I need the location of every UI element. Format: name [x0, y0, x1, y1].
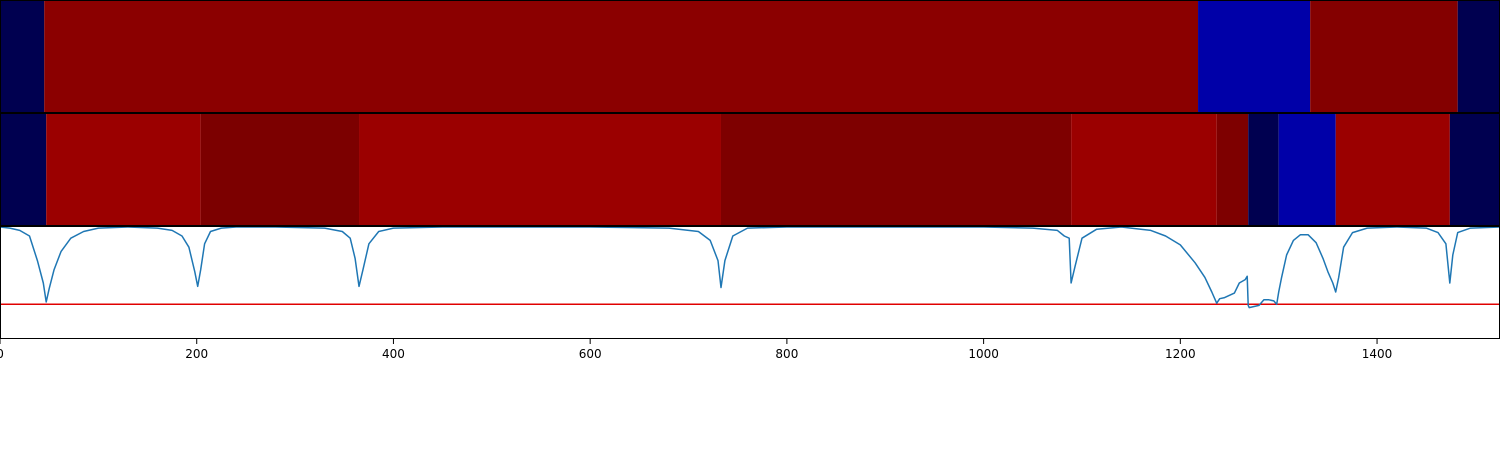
x-axis: 0 200 400 600 800 1000 1200 1400: [0, 339, 1392, 361]
heatmap-top-segment-4: [1457, 1, 1500, 112]
x-tick-label-0: 0: [0, 347, 4, 361]
heatmap-bottom-segment-10: [1449, 114, 1500, 225]
heatmap-bottom-segment-3: [359, 114, 721, 225]
x-tick-label-200: 200: [185, 347, 208, 361]
heatmap-top-segment-1: [44, 1, 1199, 112]
heatmap-bottom-segment-8: [1278, 114, 1336, 225]
heatmap-top: [0, 1, 1500, 112]
heatmap-top-segment-3: [1310, 1, 1458, 112]
line-plot: 0 200 400 600 800 1000 1200 1400: [0, 226, 1500, 361]
signal-line: [0, 226, 1500, 309]
heatmap-bottom-segment-2: [200, 114, 360, 225]
heatmap-bottom-segment-7: [1248, 114, 1279, 225]
heatmap-bottom-segment-9: [1335, 114, 1450, 225]
x-tick-label-1200: 1200: [1165, 347, 1196, 361]
x-tick-label-600: 600: [579, 347, 602, 361]
heatmap-bottom-segment-0: [0, 114, 47, 225]
heatmap-bottom-segment-1: [46, 114, 201, 225]
heatmap-bottom-segment-6: [1216, 114, 1249, 225]
heatmap-top-segment-0: [0, 1, 45, 112]
heatmap-bottom-segment-4: [720, 114, 1072, 225]
x-tick-label-800: 800: [775, 347, 798, 361]
x-tick-label-400: 400: [382, 347, 405, 361]
heatmap-bottom-segment-5: [1071, 114, 1217, 225]
heatmap-top-segment-2: [1198, 1, 1311, 112]
heatmap-bottom: [0, 114, 1500, 225]
x-tick-label-1000: 1000: [968, 347, 999, 361]
x-tick-label-1400: 1400: [1362, 347, 1393, 361]
